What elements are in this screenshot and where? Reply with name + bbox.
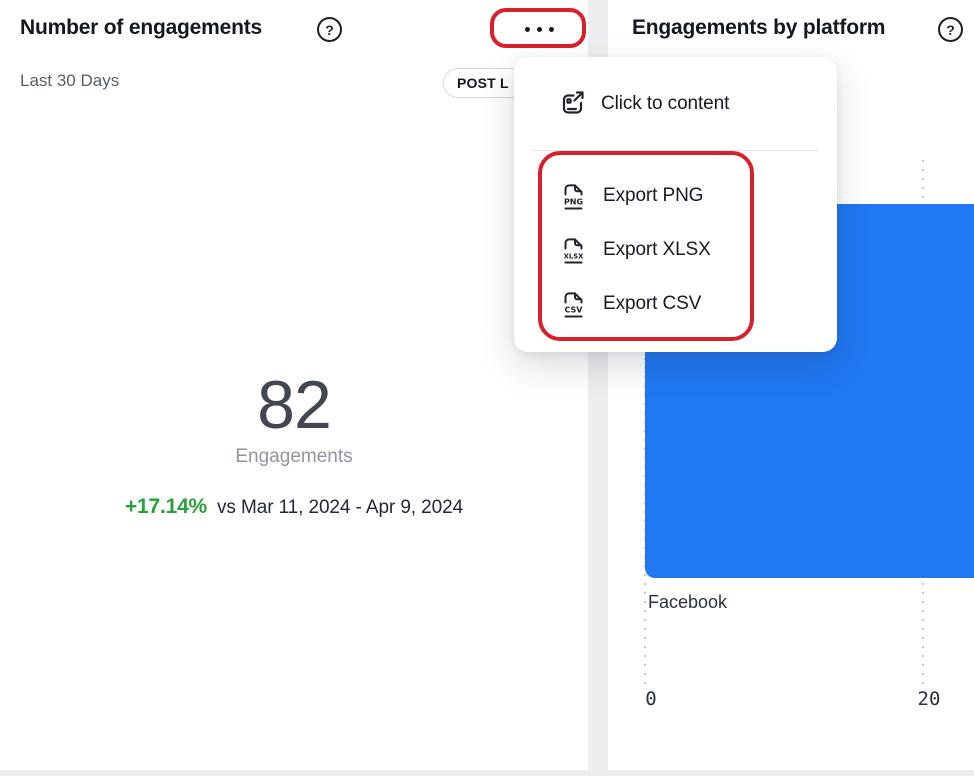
engagements-card: Number of engagements ? Last 30 Days POS… <box>0 0 588 770</box>
open-content-icon <box>558 90 586 118</box>
x-axis-tick-0: 0 <box>645 688 657 710</box>
menu-item-export-xlsx[interactable]: XLSX Export XLSX <box>514 223 837 277</box>
menu-item-export-csv[interactable]: CSV Export CSV <box>514 277 837 331</box>
file-xlsx-icon: XLSX <box>558 234 588 266</box>
engagements-card-title: Number of engagements <box>20 16 263 39</box>
svg-text:PNG: PNG <box>564 198 583 207</box>
menu-item-label: Export PNG <box>603 185 704 206</box>
help-icon[interactable]: ? <box>938 17 963 42</box>
menu-item-label: Export XLSX <box>603 239 711 260</box>
bar-category-label: Facebook <box>648 592 728 612</box>
metric-label: Engagements <box>235 446 353 467</box>
menu-item-label: Export CSV <box>603 293 702 314</box>
period-label: Last 30 Days <box>20 71 120 90</box>
menu-item-click-to-content[interactable]: Click to content <box>514 77 837 131</box>
menu-item-export-png[interactable]: PNG Export PNG <box>514 169 837 223</box>
svg-text:CSV: CSV <box>565 306 584 315</box>
metric-value: 82 <box>257 367 332 443</box>
x-axis-tick-20: 20 <box>917 688 941 710</box>
help-icon[interactable]: ? <box>317 17 342 42</box>
ellipsis-icon <box>548 26 554 32</box>
change-row: +17.14% vs Mar 11, 2024 - Apr 9, 2024 <box>0 495 588 519</box>
export-group: PNG Export PNG XLSX Export XLSX <box>514 151 837 331</box>
comparison-period: vs Mar 11, 2024 - Apr 9, 2024 <box>217 497 464 518</box>
ellipsis-icon <box>536 26 542 32</box>
card-menu-dropdown: Click to content PNG Export PNG XLSX <box>514 57 837 352</box>
menu-item-label: Click to content <box>601 93 730 114</box>
card-menu-button[interactable] <box>500 15 578 43</box>
platform-card-title: Engagements by platform <box>632 16 886 39</box>
file-png-icon: PNG <box>558 180 588 212</box>
ellipsis-icon <box>524 26 530 32</box>
change-percentage: +17.14% <box>124 495 208 518</box>
menu-divider <box>532 150 819 151</box>
file-csv-icon: CSV <box>558 288 588 320</box>
svg-text:XLSX: XLSX <box>564 253 584 261</box>
